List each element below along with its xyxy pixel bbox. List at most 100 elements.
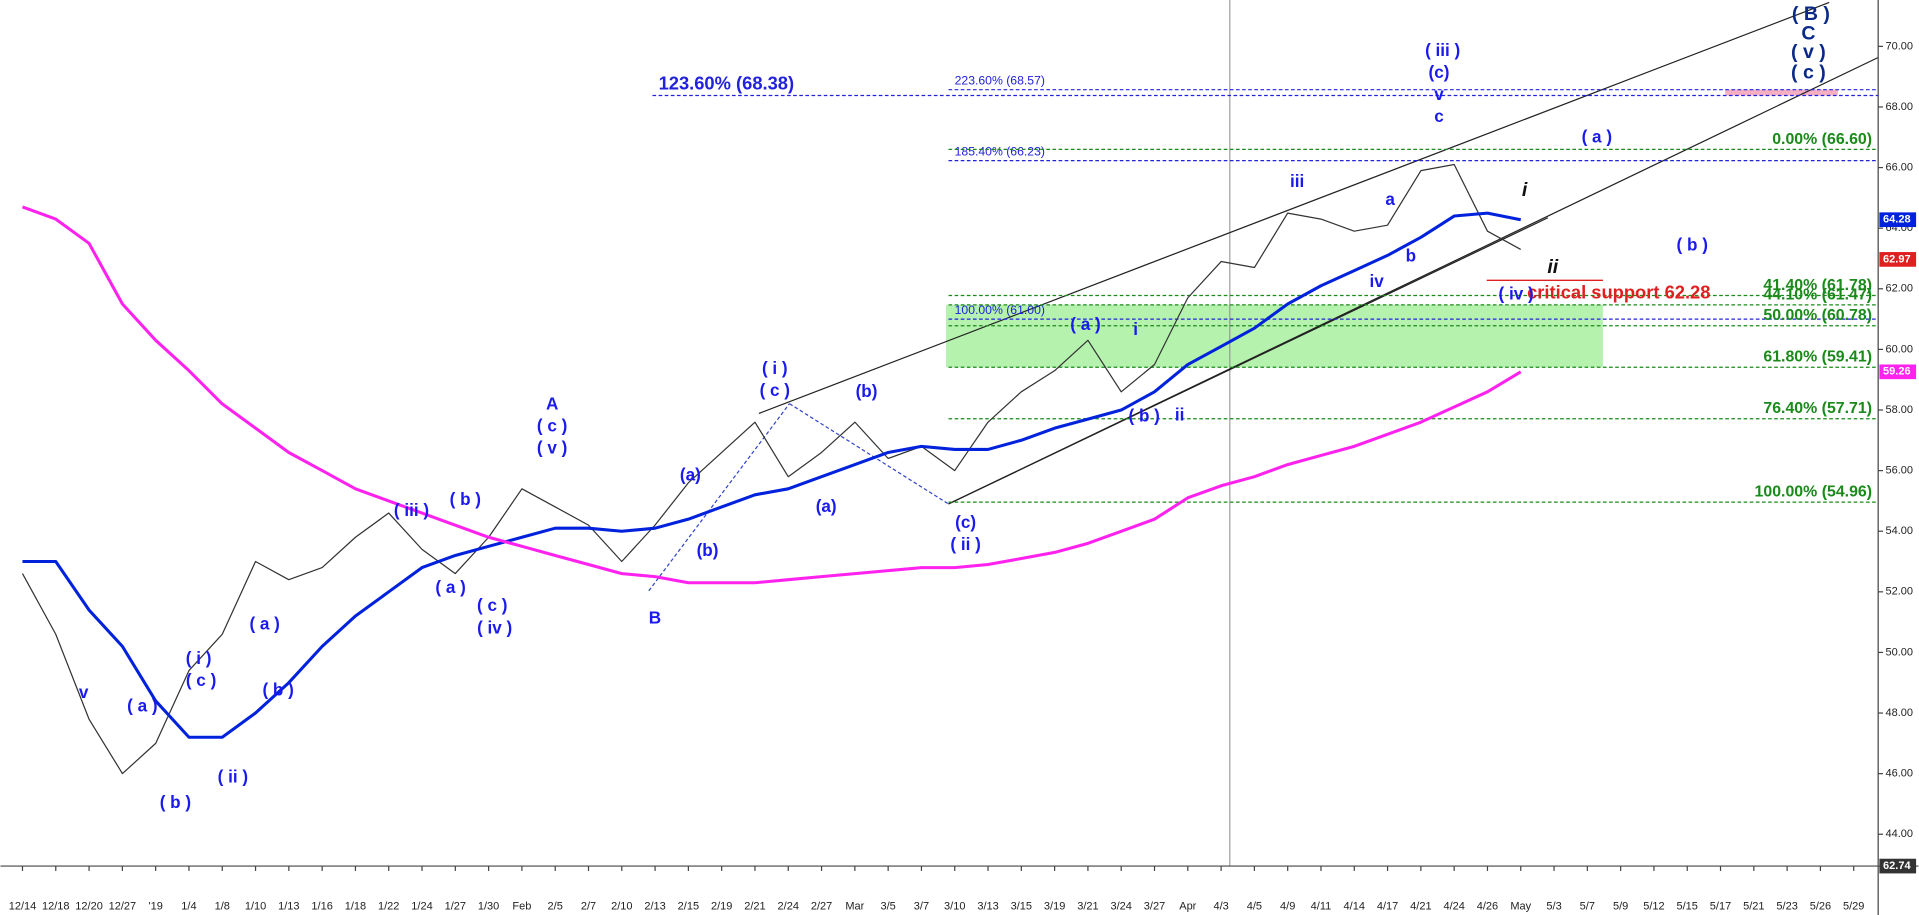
fib-label: 123.60% (68.38)	[659, 72, 795, 93]
wave-label: ii	[1175, 405, 1185, 424]
wave-label: i	[1522, 179, 1528, 201]
fib-label: 50.00% (60.78)	[1763, 307, 1872, 324]
y-tick-label: 52.00	[1886, 586, 1914, 598]
y-tick-label: 66.00	[1886, 161, 1914, 173]
wave-label: ( a )	[249, 615, 279, 634]
wave-label: ( a )	[1582, 128, 1612, 147]
x-tick-label: 1/18	[345, 900, 366, 912]
x-tick-label: 2/27	[811, 900, 832, 912]
x-tick-label: 5/7	[1580, 900, 1595, 912]
wave-label: ( c )	[760, 381, 790, 400]
x-tick-label: 3/21	[1077, 900, 1098, 912]
wave-label: ( b )	[160, 793, 191, 812]
wave-label: ( v )	[1791, 41, 1826, 63]
wave-label: ( iii )	[1425, 41, 1460, 60]
x-tick-label: 2/19	[711, 900, 732, 912]
wave-label: (c)	[1429, 63, 1450, 82]
y-tick-label: 54.00	[1886, 525, 1914, 537]
price-tag-label: 62.97	[1883, 253, 1911, 265]
x-tick-label: 4/11	[1311, 900, 1332, 912]
wave-label: ( b )	[450, 490, 481, 509]
price-tag	[1879, 364, 1917, 380]
fib-label: 185.40% (66.23)	[955, 144, 1045, 158]
wave-label: ( ii )	[218, 768, 248, 787]
x-tick-label: 2/7	[581, 900, 596, 912]
x-tick-label: 4/3	[1213, 900, 1228, 912]
wave-label: ( c )	[1791, 62, 1826, 84]
wave-label: a	[1385, 190, 1395, 209]
x-tick-label: 1/27	[445, 900, 466, 912]
x-tick-label: 12/20	[75, 900, 103, 912]
wave-connector	[789, 403, 949, 505]
x-tick-label: 2/21	[744, 900, 765, 912]
x-tick-label: 12/27	[109, 900, 137, 912]
x-tick-label: 1/24	[411, 900, 432, 912]
x-tick-label: 4/9	[1280, 900, 1295, 912]
x-tick-label: 3/13	[977, 900, 998, 912]
fib-label: 44.10% (61.47)	[1763, 286, 1872, 303]
x-tick-label: Mar	[845, 900, 864, 912]
wave-label: C	[1801, 22, 1815, 44]
wave-label: ( a )	[1070, 315, 1100, 334]
wave-label: v	[1434, 85, 1444, 104]
wave-label: iv	[1369, 272, 1384, 291]
x-tick-label: 5/3	[1546, 900, 1561, 912]
fib-label: 76.40% (57.71)	[1763, 400, 1872, 417]
x-tick-label: 3/7	[914, 900, 929, 912]
wave-label: ( c )	[537, 416, 567, 435]
y-tick-label: 48.00	[1886, 707, 1914, 719]
x-tick-label: 2/15	[678, 900, 699, 912]
x-tick-label: May	[1510, 900, 1531, 912]
price-tag-label: 64.28	[1883, 214, 1911, 226]
wave-label: ( b )	[1129, 407, 1160, 426]
wave-label: (b)	[856, 382, 878, 401]
y-tick-label: 70.00	[1886, 40, 1914, 52]
fib-label: 61.80% (59.41)	[1763, 349, 1872, 366]
x-tick-label: 1/4	[181, 900, 196, 912]
x-tick-label: 5/15	[1677, 900, 1698, 912]
wave-label: (b)	[697, 541, 719, 560]
cursor-tag	[1879, 858, 1917, 874]
wave-label: (a)	[680, 465, 701, 484]
x-tick-label: 3/27	[1144, 900, 1165, 912]
x-tick-label: Feb	[512, 900, 531, 912]
wave-label: A	[546, 394, 558, 413]
x-tick-label: 1/16	[311, 900, 332, 912]
x-tick-label: 4/21	[1410, 900, 1431, 912]
x-tick-label: 5/23	[1776, 900, 1797, 912]
wave-label: ( a )	[435, 578, 465, 597]
series-line	[22, 211, 1522, 739]
wave-label: ( i )	[186, 649, 212, 668]
y-tick-label: 68.00	[1886, 101, 1914, 113]
y-tick-label: 58.00	[1886, 404, 1914, 416]
x-tick-label: 5/26	[1810, 900, 1831, 912]
channel-line	[758, 1, 1830, 415]
x-tick-label: 4/24	[1443, 900, 1464, 912]
wave-label: ( a )	[127, 697, 157, 716]
x-tick-label: 3/10	[944, 900, 965, 912]
cursor-tag-label: 62.74	[1883, 860, 1911, 872]
x-tick-label: 5/9	[1613, 900, 1628, 912]
wave-label: ( c )	[477, 596, 507, 615]
x-tick-label: 1/8	[215, 900, 230, 912]
wave-label: iii	[1290, 172, 1304, 191]
x-tick-label: 1/10	[245, 900, 266, 912]
y-tick-label: 50.00	[1886, 646, 1914, 658]
wave-label: (c)	[955, 513, 976, 532]
y-tick-label: 60.00	[1886, 343, 1914, 355]
x-tick-label: 3/19	[1044, 900, 1065, 912]
series-line	[21, 205, 1522, 585]
x-tick-label: 1/22	[378, 900, 399, 912]
wave-label: ii	[1547, 256, 1558, 278]
y-tick-label: 56.00	[1886, 465, 1914, 477]
wave-connector	[648, 403, 790, 592]
wave-label: (a)	[816, 497, 837, 516]
wave-label: ( c )	[186, 671, 216, 690]
x-tick-label: 4/14	[1344, 900, 1365, 912]
x-tick-label: '19	[148, 900, 162, 912]
wave-label: ( i )	[762, 359, 788, 378]
fib-label: 0.00% (66.60)	[1772, 131, 1872, 148]
y-tick-label: 62.00	[1886, 283, 1914, 295]
